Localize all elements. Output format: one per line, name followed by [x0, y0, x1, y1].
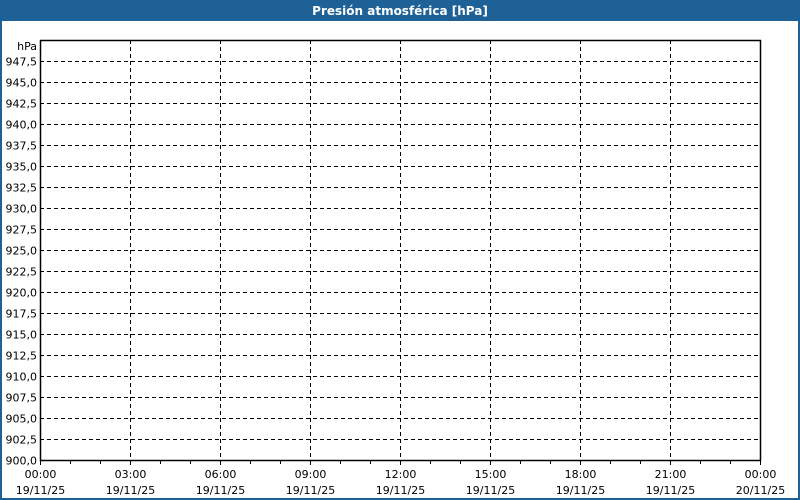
x-tick-date: 19/11/25 — [556, 484, 605, 497]
y-tick-label: 947,5 — [6, 56, 38, 69]
x-tick-time: 06:00 — [205, 468, 237, 481]
x-tick-date: 19/11/25 — [196, 484, 245, 497]
y-tick-label: 902,5 — [6, 434, 38, 447]
y-tick-label: 912,5 — [6, 350, 38, 363]
y-tick-label: 940,0 — [6, 119, 38, 132]
y-tick-label: 935,0 — [6, 161, 38, 174]
y-tick-label: 932,5 — [6, 182, 38, 195]
y-tick-label: 927,5 — [6, 224, 38, 237]
plot-frame — [39, 39, 762, 462]
x-tick-time: 12:00 — [385, 468, 417, 481]
x-tick-date: 20/11/25 — [736, 484, 785, 497]
y-tick-label: 917,5 — [6, 308, 38, 321]
x-tick-date: 19/11/25 — [376, 484, 425, 497]
x-tick-date: 19/11/25 — [286, 484, 335, 497]
y-tick-label: 925,0 — [6, 245, 38, 258]
y-tick-label: 942,5 — [6, 98, 38, 111]
y-tick-label: 907,5 — [6, 392, 38, 405]
x-tick-time: 18:00 — [565, 468, 597, 481]
y-tick-label: 945,0 — [6, 77, 38, 90]
x-tick-date: 19/11/25 — [106, 484, 155, 497]
y-tick-label: 910,0 — [6, 371, 38, 384]
x-tick-time: 00:00 — [745, 468, 777, 481]
y-tick-label: 905,0 — [6, 413, 38, 426]
x-tick-time: 21:00 — [655, 468, 687, 481]
x-tick-date: 19/11/25 — [16, 484, 65, 497]
y-tick-label: 920,0 — [6, 287, 38, 300]
x-tick-time: 15:00 — [475, 468, 507, 481]
y-tick-label: 922,5 — [6, 266, 38, 279]
x-tick-time: 03:00 — [115, 468, 147, 481]
y-axis-unit: hPa — [17, 40, 37, 53]
y-tick-label: 937,5 — [6, 140, 38, 153]
x-tick-date: 19/11/25 — [646, 484, 695, 497]
x-tick-date: 19/11/25 — [466, 484, 515, 497]
y-tick-label: 930,0 — [6, 203, 38, 216]
x-tick-time: 00:00 — [25, 468, 57, 481]
y-tick-label: 915,0 — [6, 329, 38, 342]
y-tick-label: 900,0 — [6, 455, 38, 468]
x-tick-time: 09:00 — [295, 468, 327, 481]
chart-title: Presión atmosférica [hPa] — [2, 2, 798, 21]
